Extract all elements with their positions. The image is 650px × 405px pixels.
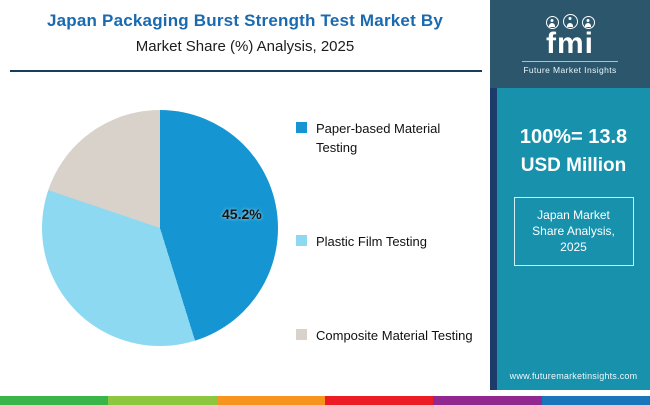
pie-chart	[42, 110, 278, 346]
legend-swatch	[296, 235, 307, 246]
chart-legend: Paper-based Material Testing Plastic Fil…	[296, 120, 486, 346]
analysis-label-box: Japan Market Share Analysis, 2025	[513, 197, 634, 266]
legend-label: Paper-based Material Testing	[316, 121, 441, 155]
bar-segment	[324, 396, 434, 405]
page-subtitle: Market Share (%) Analysis, 2025	[135, 38, 355, 55]
market-size-value: 100%= 13.8	[519, 126, 628, 148]
bar-segment	[108, 396, 217, 405]
legend-item: Paper-based Material Testing	[296, 120, 486, 158]
legend-item: Composite Material Testing	[296, 327, 486, 346]
legend-label: Composite Material Testing	[316, 328, 473, 344]
bottom-color-bar	[0, 396, 650, 405]
market-size-unit: USD Million	[520, 155, 627, 176]
bar-segment	[0, 396, 109, 405]
bar-segment	[541, 396, 650, 405]
bar-segment	[433, 396, 542, 405]
legend-swatch	[296, 329, 307, 341]
logo-brand-text: fmi	[546, 26, 594, 60]
legend-label: Plastic Film Testing	[316, 234, 428, 249]
header-divider	[10, 70, 482, 72]
sidebar-accent-bar	[490, 88, 497, 390]
fmi-logo: fmi Future Market Insights	[490, 0, 650, 88]
person-icon	[545, 15, 559, 29]
header: Japan Packaging Burst Strength Test Mark…	[0, 0, 490, 88]
legend-item: Plastic Film Testing	[296, 233, 486, 252]
pie-data-label: 45.2%	[222, 206, 262, 222]
bar-segment	[216, 396, 325, 405]
logo-tagline: Future Market Insights	[523, 64, 617, 75]
logo-divider	[522, 60, 618, 62]
page-title: Japan Packaging Burst Strength Test Mark…	[46, 11, 443, 30]
people-icons	[545, 13, 595, 29]
person-icon	[581, 15, 595, 29]
legend-swatch	[296, 122, 307, 133]
person-icon	[562, 13, 578, 29]
sidebar: 100%= 13.8 USD Million Japan Market Shar…	[497, 88, 650, 390]
website-url: www.futuremarketinsights.com	[509, 371, 638, 381]
